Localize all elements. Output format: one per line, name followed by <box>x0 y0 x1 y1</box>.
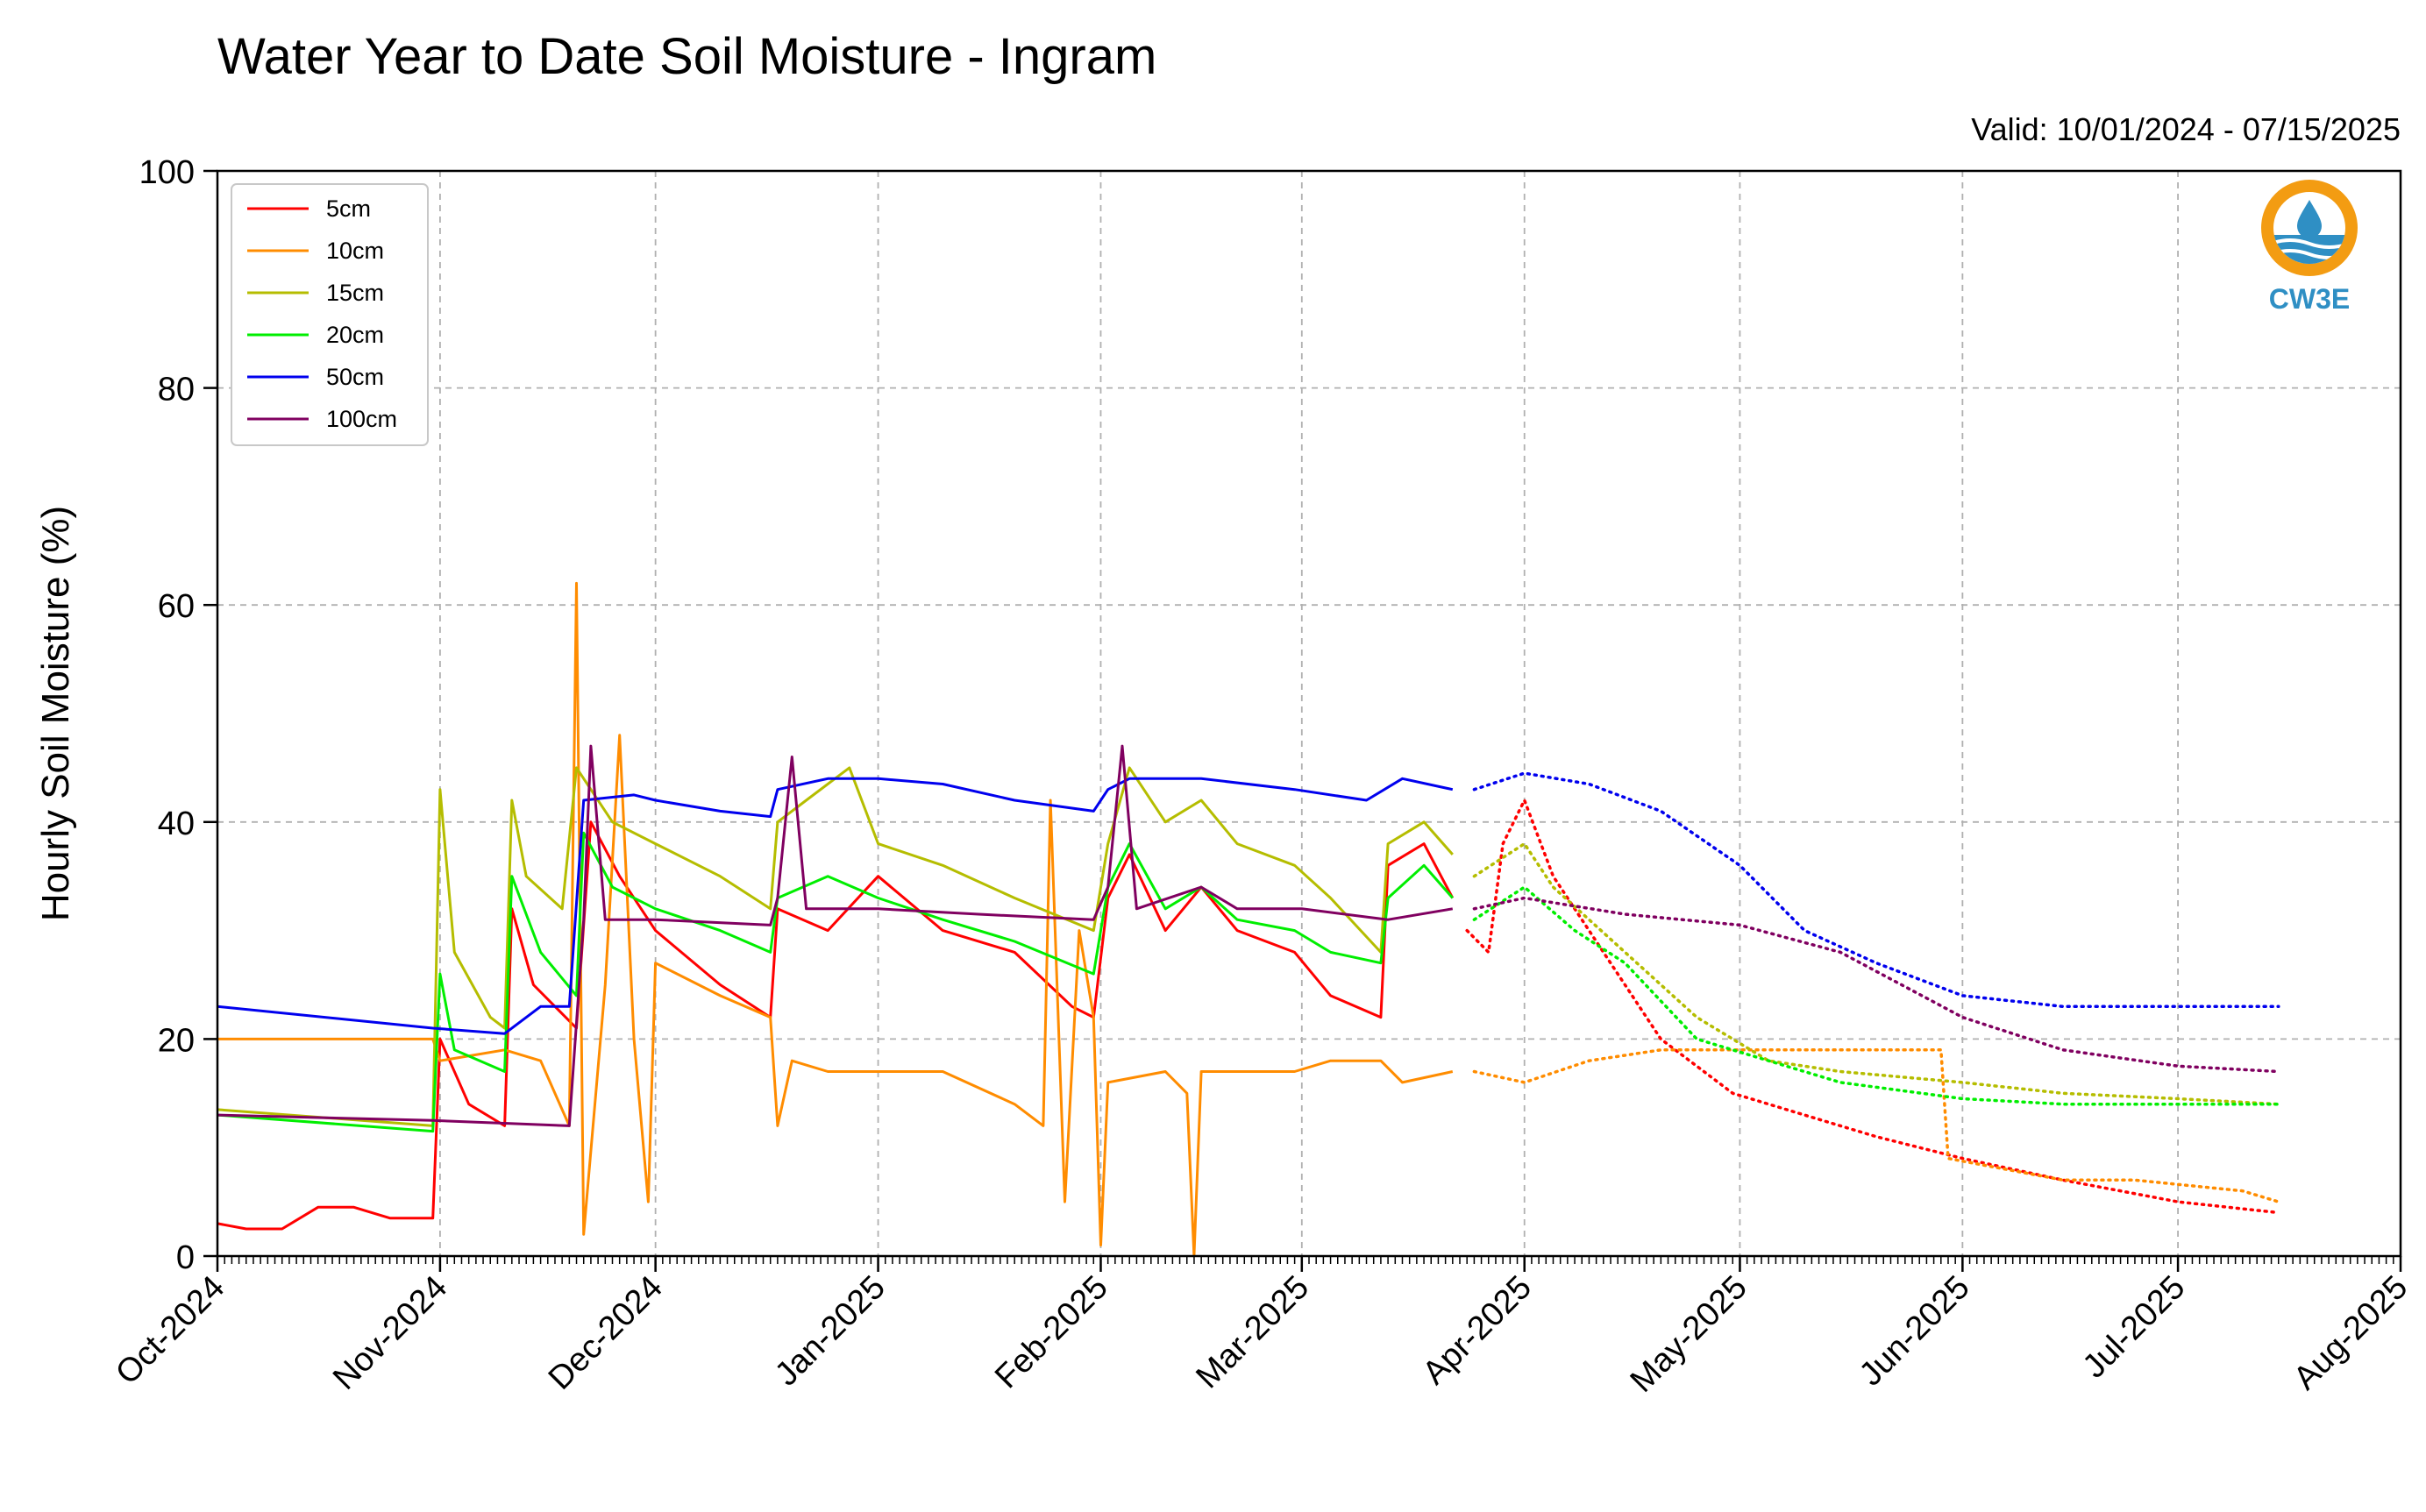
y-tick-label: 80 <box>158 372 195 408</box>
series-dotted-50cm <box>1472 771 2280 1009</box>
series-100cm <box>217 744 2280 1127</box>
series-line-50cm <box>217 777 1454 1035</box>
series-15cm <box>217 766 2280 1127</box>
series-dotted-10cm <box>1472 1048 2280 1203</box>
legend-label-5cm: 5cm <box>326 195 371 222</box>
x-tick-label: Jan-2025 <box>768 1269 893 1394</box>
logo-ring-icon <box>2261 180 2358 276</box>
series-line-5cm <box>217 820 1455 1231</box>
x-tick-label: Jul-2025 <box>2076 1269 2193 1386</box>
legend-label-50cm: 50cm <box>326 364 384 390</box>
x-axis-tick-labels: Oct-2024 Nov-2024 Dec-2024 Jan-2025 Feb-2025… <box>109 1269 2415 1400</box>
x-tick-label: Aug-2025 <box>2287 1269 2415 1397</box>
series-50cm <box>217 771 2280 1035</box>
y-tick-label: 60 <box>158 588 195 625</box>
y-axis-label: Hourly Soil Moisture (%) <box>34 506 77 921</box>
series-dotted-15cm <box>1472 841 2280 1106</box>
series-dotted-100cm <box>1472 896 2280 1074</box>
x-tick-label: Apr-2025 <box>1416 1269 1539 1392</box>
y-tick-label: 20 <box>158 1022 195 1059</box>
y-tick-label: 100 <box>139 154 195 191</box>
logo-drop-icon <box>2297 200 2322 238</box>
x-tick-label: Feb-2025 <box>988 1269 1115 1396</box>
legend-label-100cm: 100cm <box>326 406 397 432</box>
series-dotted-20cm <box>1472 884 2280 1106</box>
chart-subtitle: Valid: 10/01/2024 - 07/15/2025 <box>1971 111 2401 147</box>
y-tick-label: 40 <box>158 806 195 842</box>
legend-label-10cm: 10cm <box>326 238 384 264</box>
x-tick-label: May-2025 <box>1624 1269 1754 1400</box>
legend-label-15cm: 15cm <box>326 280 384 306</box>
y-axis-tick-labels: 0 20 40 60 80 100 <box>139 154 195 1276</box>
legend-label-20cm: 20cm <box>326 322 384 348</box>
chart-title: Water Year to Date Soil Moisture - Ingra… <box>217 28 1156 85</box>
grid-lines <box>217 171 2401 1256</box>
legend: 5cm 10cm 15cm 20cm 50cm 100cm <box>231 183 429 446</box>
x-tick-label: Dec-2024 <box>542 1269 670 1397</box>
series-line-100cm <box>217 744 1454 1127</box>
logo-text: CW3E <box>2269 283 2350 315</box>
series-20cm <box>217 831 2280 1133</box>
major-ticks <box>203 169 2402 1272</box>
plot-area <box>203 169 2402 1272</box>
series-line-20cm <box>217 831 1454 1133</box>
x-tick-label: Mar-2025 <box>1189 1269 1316 1396</box>
minor-ticks <box>217 1256 2401 1264</box>
cw3e-logo: CW3E <box>2261 180 2358 315</box>
y-tick-label: 0 <box>176 1239 195 1276</box>
series-line-15cm <box>217 766 1454 1127</box>
x-tick-label: Jun-2025 <box>1853 1269 1977 1394</box>
x-tick-label: Oct-2024 <box>109 1269 231 1392</box>
x-tick-label: Nov-2024 <box>326 1269 454 1397</box>
